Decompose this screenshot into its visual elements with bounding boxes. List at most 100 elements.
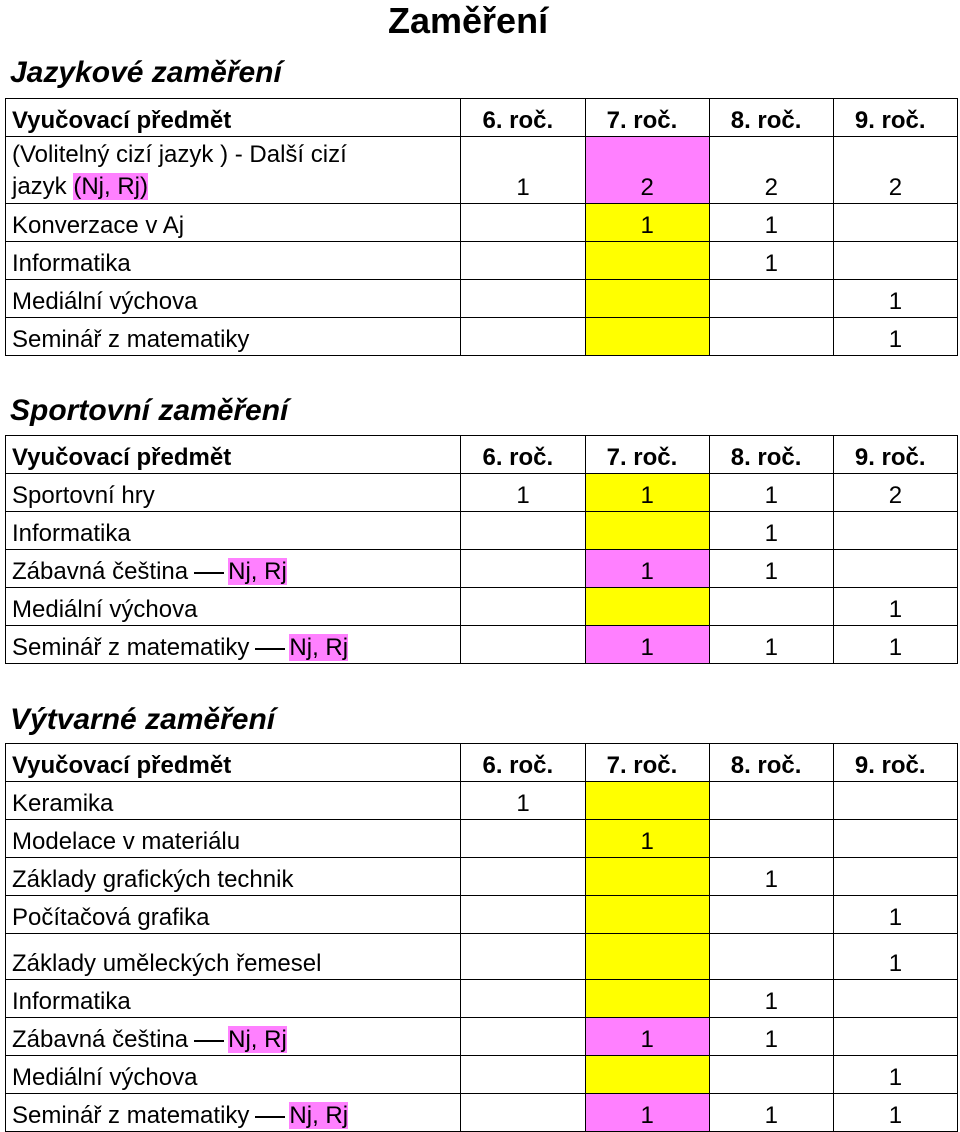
table-row: Informatika 1 <box>4 511 959 550</box>
subject-cell: Modelace v materiálu <box>4 819 462 858</box>
value-grade-9 <box>832 1017 959 1056</box>
subject-line2: jazyk <box>12 173 74 200</box>
subject-cell: Zábavná čeština Nj, Rj <box>4 1017 462 1056</box>
value-grade-8 <box>708 819 834 858</box>
value-grade-6 <box>460 241 586 280</box>
value-grade-9: 1 <box>832 895 959 934</box>
value-grade-7 <box>584 317 710 356</box>
table-row: Keramika 1 <box>4 781 959 820</box>
subject-text: Zábavná čeština <box>12 558 189 585</box>
value-grade-9: 1 <box>832 587 959 626</box>
value-grade-6: 1 <box>460 136 586 204</box>
value-grade-6 <box>460 979 586 1018</box>
table-row: Počítačová grafika 1 <box>4 895 959 934</box>
value-grade-8: 1 <box>708 979 834 1018</box>
value-grade-8: 1 <box>708 625 834 664</box>
dash-separator <box>194 571 225 574</box>
dash-separator <box>255 647 286 650</box>
subject-text: Zábavná čeština <box>12 1026 189 1053</box>
table-row: (Volitelný cizí jazyk ) - Další cizí jaz… <box>4 136 959 204</box>
table-art: Vyučovací předmět 6. roč. 7. roč. 8. roč… <box>4 743 959 1132</box>
value-grade-7 <box>584 781 710 820</box>
value-grade-7: 1 <box>584 549 710 588</box>
value-grade-9 <box>832 511 959 550</box>
header-subject: Vyučovací předmět <box>4 435 462 474</box>
header-subject: Vyučovací předmět <box>4 743 462 782</box>
table-header-row: Vyučovací předmět 6. roč. 7. roč. 8. roč… <box>4 98 959 137</box>
value-grade-6 <box>460 625 586 664</box>
subject-text: Seminář z matematiky <box>12 1102 250 1129</box>
value-grade-7 <box>584 979 710 1018</box>
header-grade-8: 8. roč. <box>708 435 834 474</box>
value-grade-9 <box>832 819 959 858</box>
subject-cell: Informatika <box>4 241 462 280</box>
subject-cell: Seminář z matematiky <box>4 317 462 356</box>
value-grade-8: 1 <box>708 1093 834 1132</box>
value-grade-9: 1 <box>832 1055 959 1094</box>
value-grade-9 <box>832 857 959 896</box>
value-grade-8: 1 <box>708 857 834 896</box>
value-grade-9: 1 <box>832 933 959 980</box>
value-grade-7: 1 <box>584 473 710 512</box>
language-highlight: (Nj, Rj) <box>73 173 149 200</box>
value-grade-6 <box>460 933 586 980</box>
value-grade-9: 1 <box>832 317 959 356</box>
table-row: Sportovní hry 1 1 1 2 <box>4 473 959 512</box>
table-header-row: Vyučovací předmět 6. roč. 7. roč. 8. roč… <box>4 743 959 782</box>
value-grade-7: 1 <box>584 1093 710 1132</box>
subject-cell: Informatika <box>4 511 462 550</box>
value-grade-7 <box>584 279 710 318</box>
value-grade-8: 1 <box>708 1017 834 1056</box>
table-row: Konverzace v Aj 1 1 <box>4 203 959 242</box>
subject-cell: Zábavná čeština Nj, Rj <box>4 549 462 588</box>
value-grade-8: 1 <box>708 473 834 512</box>
table-row: Mediální výchova 1 <box>4 279 959 318</box>
value-grade-6 <box>460 279 586 318</box>
value-grade-7: 1 <box>584 1017 710 1056</box>
value-grade-8 <box>708 933 834 980</box>
subject-cell: (Volitelný cizí jazyk ) - Další cizí jaz… <box>4 136 462 204</box>
table-row: Základy grafických technik 1 <box>4 857 959 896</box>
subject-text: Seminář z matematiky <box>12 634 250 661</box>
header-grade-6: 6. roč. <box>460 743 586 782</box>
page-title: Zaměření <box>388 0 549 41</box>
subject-cell: Konverzace v Aj <box>4 203 462 242</box>
value-grade-9 <box>832 979 959 1018</box>
value-grade-8: 1 <box>708 203 834 242</box>
value-grade-7: 1 <box>584 203 710 242</box>
subject-cell: Mediální výchova <box>4 1055 462 1094</box>
value-grade-7 <box>584 511 710 550</box>
subject-cell: Seminář z matematiky Nj, Rj <box>4 1093 462 1132</box>
header-grade-7: 7. roč. <box>584 743 710 782</box>
table-row: Informatika 1 <box>4 979 959 1018</box>
value-grade-9: 1 <box>832 279 959 318</box>
value-grade-7: 2 <box>584 136 710 204</box>
table-row: Mediální výchova 1 <box>4 587 959 626</box>
value-grade-8: 2 <box>708 136 834 204</box>
value-grade-7 <box>584 895 710 934</box>
table-row: Zábavná čeština Nj, Rj 1 1 <box>4 549 959 588</box>
value-grade-8 <box>708 317 834 356</box>
value-grade-9: 2 <box>832 473 959 512</box>
value-grade-8 <box>708 1055 834 1094</box>
value-grade-7: 1 <box>584 819 710 858</box>
value-grade-8: 1 <box>708 549 834 588</box>
value-grade-9 <box>832 549 959 588</box>
table-sport: Vyučovací předmět 6. roč. 7. roč. 8. roč… <box>4 435 959 664</box>
value-grade-6 <box>460 857 586 896</box>
value-grade-8 <box>708 781 834 820</box>
value-grade-9 <box>832 781 959 820</box>
table-row: Mediální výchova 1 <box>4 1055 959 1094</box>
value-grade-6 <box>460 511 586 550</box>
value-grade-6 <box>460 549 586 588</box>
subject-cell: Informatika <box>4 979 462 1018</box>
value-grade-8: 1 <box>708 241 834 280</box>
dash-separator <box>194 1039 225 1042</box>
table-language: Vyučovací předmět 6. roč. 7. roč. 8. roč… <box>4 98 959 356</box>
table-row: Seminář z matematiky Nj, Rj 1 1 1 <box>4 1093 959 1132</box>
value-grade-6 <box>460 895 586 934</box>
subject-cell: Základy uměleckých řemesel <box>4 933 462 980</box>
header-grade-9: 9. roč. <box>832 743 959 782</box>
value-grade-9 <box>832 203 959 242</box>
header-grade-7: 7. roč. <box>584 98 710 137</box>
